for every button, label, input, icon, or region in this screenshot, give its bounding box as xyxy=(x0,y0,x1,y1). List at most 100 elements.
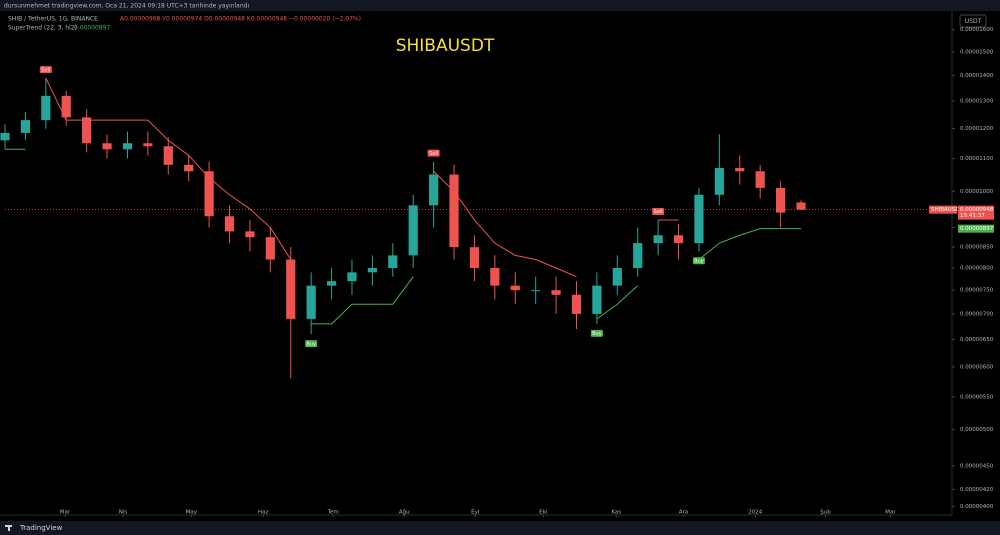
x-tick-label: Tem xyxy=(327,510,339,516)
currency-box[interactable] xyxy=(959,14,987,28)
signal-badge xyxy=(590,329,603,337)
supertrend-tag: 0.00000897 xyxy=(960,226,994,232)
candle-body xyxy=(776,187,786,213)
candle-body xyxy=(0,132,10,141)
candle-body xyxy=(20,120,31,133)
y-tick-label: 0.00000850 xyxy=(960,245,994,251)
signal-label: Sell xyxy=(429,151,438,157)
top-bar xyxy=(0,0,1000,11)
candle-body xyxy=(510,285,520,291)
y-tick-label: 0.00000750 xyxy=(960,288,994,294)
symbol-tag: SHIBAUSDT xyxy=(931,207,964,213)
published-info: dursunmehmet tradingview.com, Oca 21, 20… xyxy=(4,3,249,10)
y-tick-label: 0.00001000 xyxy=(960,189,994,195)
y-tick-label: 0.00000600 xyxy=(960,364,994,370)
x-tick-label: Ara xyxy=(679,510,688,516)
y-tick-label: 0.00001100 xyxy=(960,156,994,162)
candle-body xyxy=(143,143,153,147)
candle-body xyxy=(204,171,214,217)
candle-body xyxy=(41,95,51,121)
signal-label: Buy xyxy=(592,331,602,337)
x-tick-label: 2024 xyxy=(748,510,762,516)
x-tick-label: Nis xyxy=(119,510,128,516)
ohlc-line: A0.00000968 Y0.00000974 D0.00000948 K0.0… xyxy=(120,16,361,23)
candle-body xyxy=(163,146,173,165)
candle-body xyxy=(633,243,643,269)
last-price-tag: 0.00000948 xyxy=(960,207,994,213)
candle-body xyxy=(796,202,806,210)
y-tick-label: 0.00001200 xyxy=(960,126,994,132)
countdown: 15:41:37 xyxy=(960,213,985,219)
signal-label: Sell xyxy=(41,67,50,73)
supertrend-tag-bg xyxy=(958,224,994,233)
y-tick-label: 0.00000700 xyxy=(960,311,994,317)
y-tick-label: 0.00001500 xyxy=(960,49,994,55)
candle-body xyxy=(571,294,582,314)
candle-body xyxy=(612,268,622,286)
candle-body xyxy=(245,231,255,238)
candle-body xyxy=(367,268,377,273)
signal-badge xyxy=(305,340,318,348)
chart-title: SHIBAUSDT xyxy=(396,36,495,56)
signal-badge xyxy=(652,207,665,215)
y-tick-label: 0.00000420 xyxy=(960,487,994,493)
symbol-line: SHIB / TetherUS, 1G, BINANCE xyxy=(8,16,98,23)
x-tick-label: May xyxy=(185,510,197,516)
candle-body xyxy=(102,143,112,150)
y-tick-label: 0.00001400 xyxy=(960,73,994,79)
x-tick-label: Eyl xyxy=(471,510,480,516)
candle-body xyxy=(184,164,194,172)
footer xyxy=(0,521,1000,535)
candle-body xyxy=(673,235,684,244)
y-tick-label: 0.00000650 xyxy=(960,337,994,343)
candle-body xyxy=(122,143,133,150)
signal-label: Buy xyxy=(306,341,316,347)
brand-logo xyxy=(5,525,12,531)
candle-body xyxy=(694,194,704,244)
signal-badge xyxy=(39,66,52,74)
signal-label: Buy xyxy=(694,258,704,264)
candle-body xyxy=(490,268,500,286)
candle-body xyxy=(326,281,337,286)
candle-body xyxy=(306,285,316,319)
y-tick-label: 0.00000550 xyxy=(960,394,994,400)
candle-body xyxy=(61,95,71,118)
x-tick-label: Haz xyxy=(258,510,269,516)
candle-body xyxy=(592,285,602,314)
candle-body xyxy=(224,216,235,232)
signal-badge xyxy=(692,257,705,265)
candle-body xyxy=(82,117,92,144)
candle-body xyxy=(755,171,765,188)
y-tick-label: 0.00000450 xyxy=(960,463,994,469)
candle-body xyxy=(449,174,459,248)
y-tick-label: 0.00001600 xyxy=(960,27,994,33)
signal-label: Sell xyxy=(654,209,663,215)
indicator-line: SuperTrend (22, 3, hl2) xyxy=(8,25,77,32)
last-price-tag-bg xyxy=(958,205,994,220)
candle-body xyxy=(653,235,663,244)
supertrend-line xyxy=(5,148,802,325)
x-tick-label: Ağu xyxy=(399,509,410,516)
candle-body xyxy=(531,290,541,292)
y-tick-label: 0.00000500 xyxy=(960,427,994,433)
symbol-tag-bg xyxy=(929,205,957,214)
candle-body xyxy=(735,168,745,172)
x-tick-label: Kas xyxy=(611,510,621,516)
candle-body xyxy=(265,237,275,260)
candle-body xyxy=(388,255,398,269)
signal-badge xyxy=(427,149,440,157)
candle-body xyxy=(347,272,357,282)
supertrend-line xyxy=(45,77,679,278)
x-tick-label: Mar xyxy=(60,510,71,516)
candle-body xyxy=(551,290,561,295)
y-tick-label: 0.00001300 xyxy=(960,99,994,105)
x-tick-label: Şub xyxy=(820,510,831,516)
x-tick-label: Mar xyxy=(885,510,896,516)
candle-body xyxy=(429,174,439,206)
x-tick-label: Eki xyxy=(539,510,548,516)
candle-body xyxy=(408,205,418,256)
candle-body xyxy=(469,247,480,269)
currency[interactable]: USDT xyxy=(965,18,982,25)
